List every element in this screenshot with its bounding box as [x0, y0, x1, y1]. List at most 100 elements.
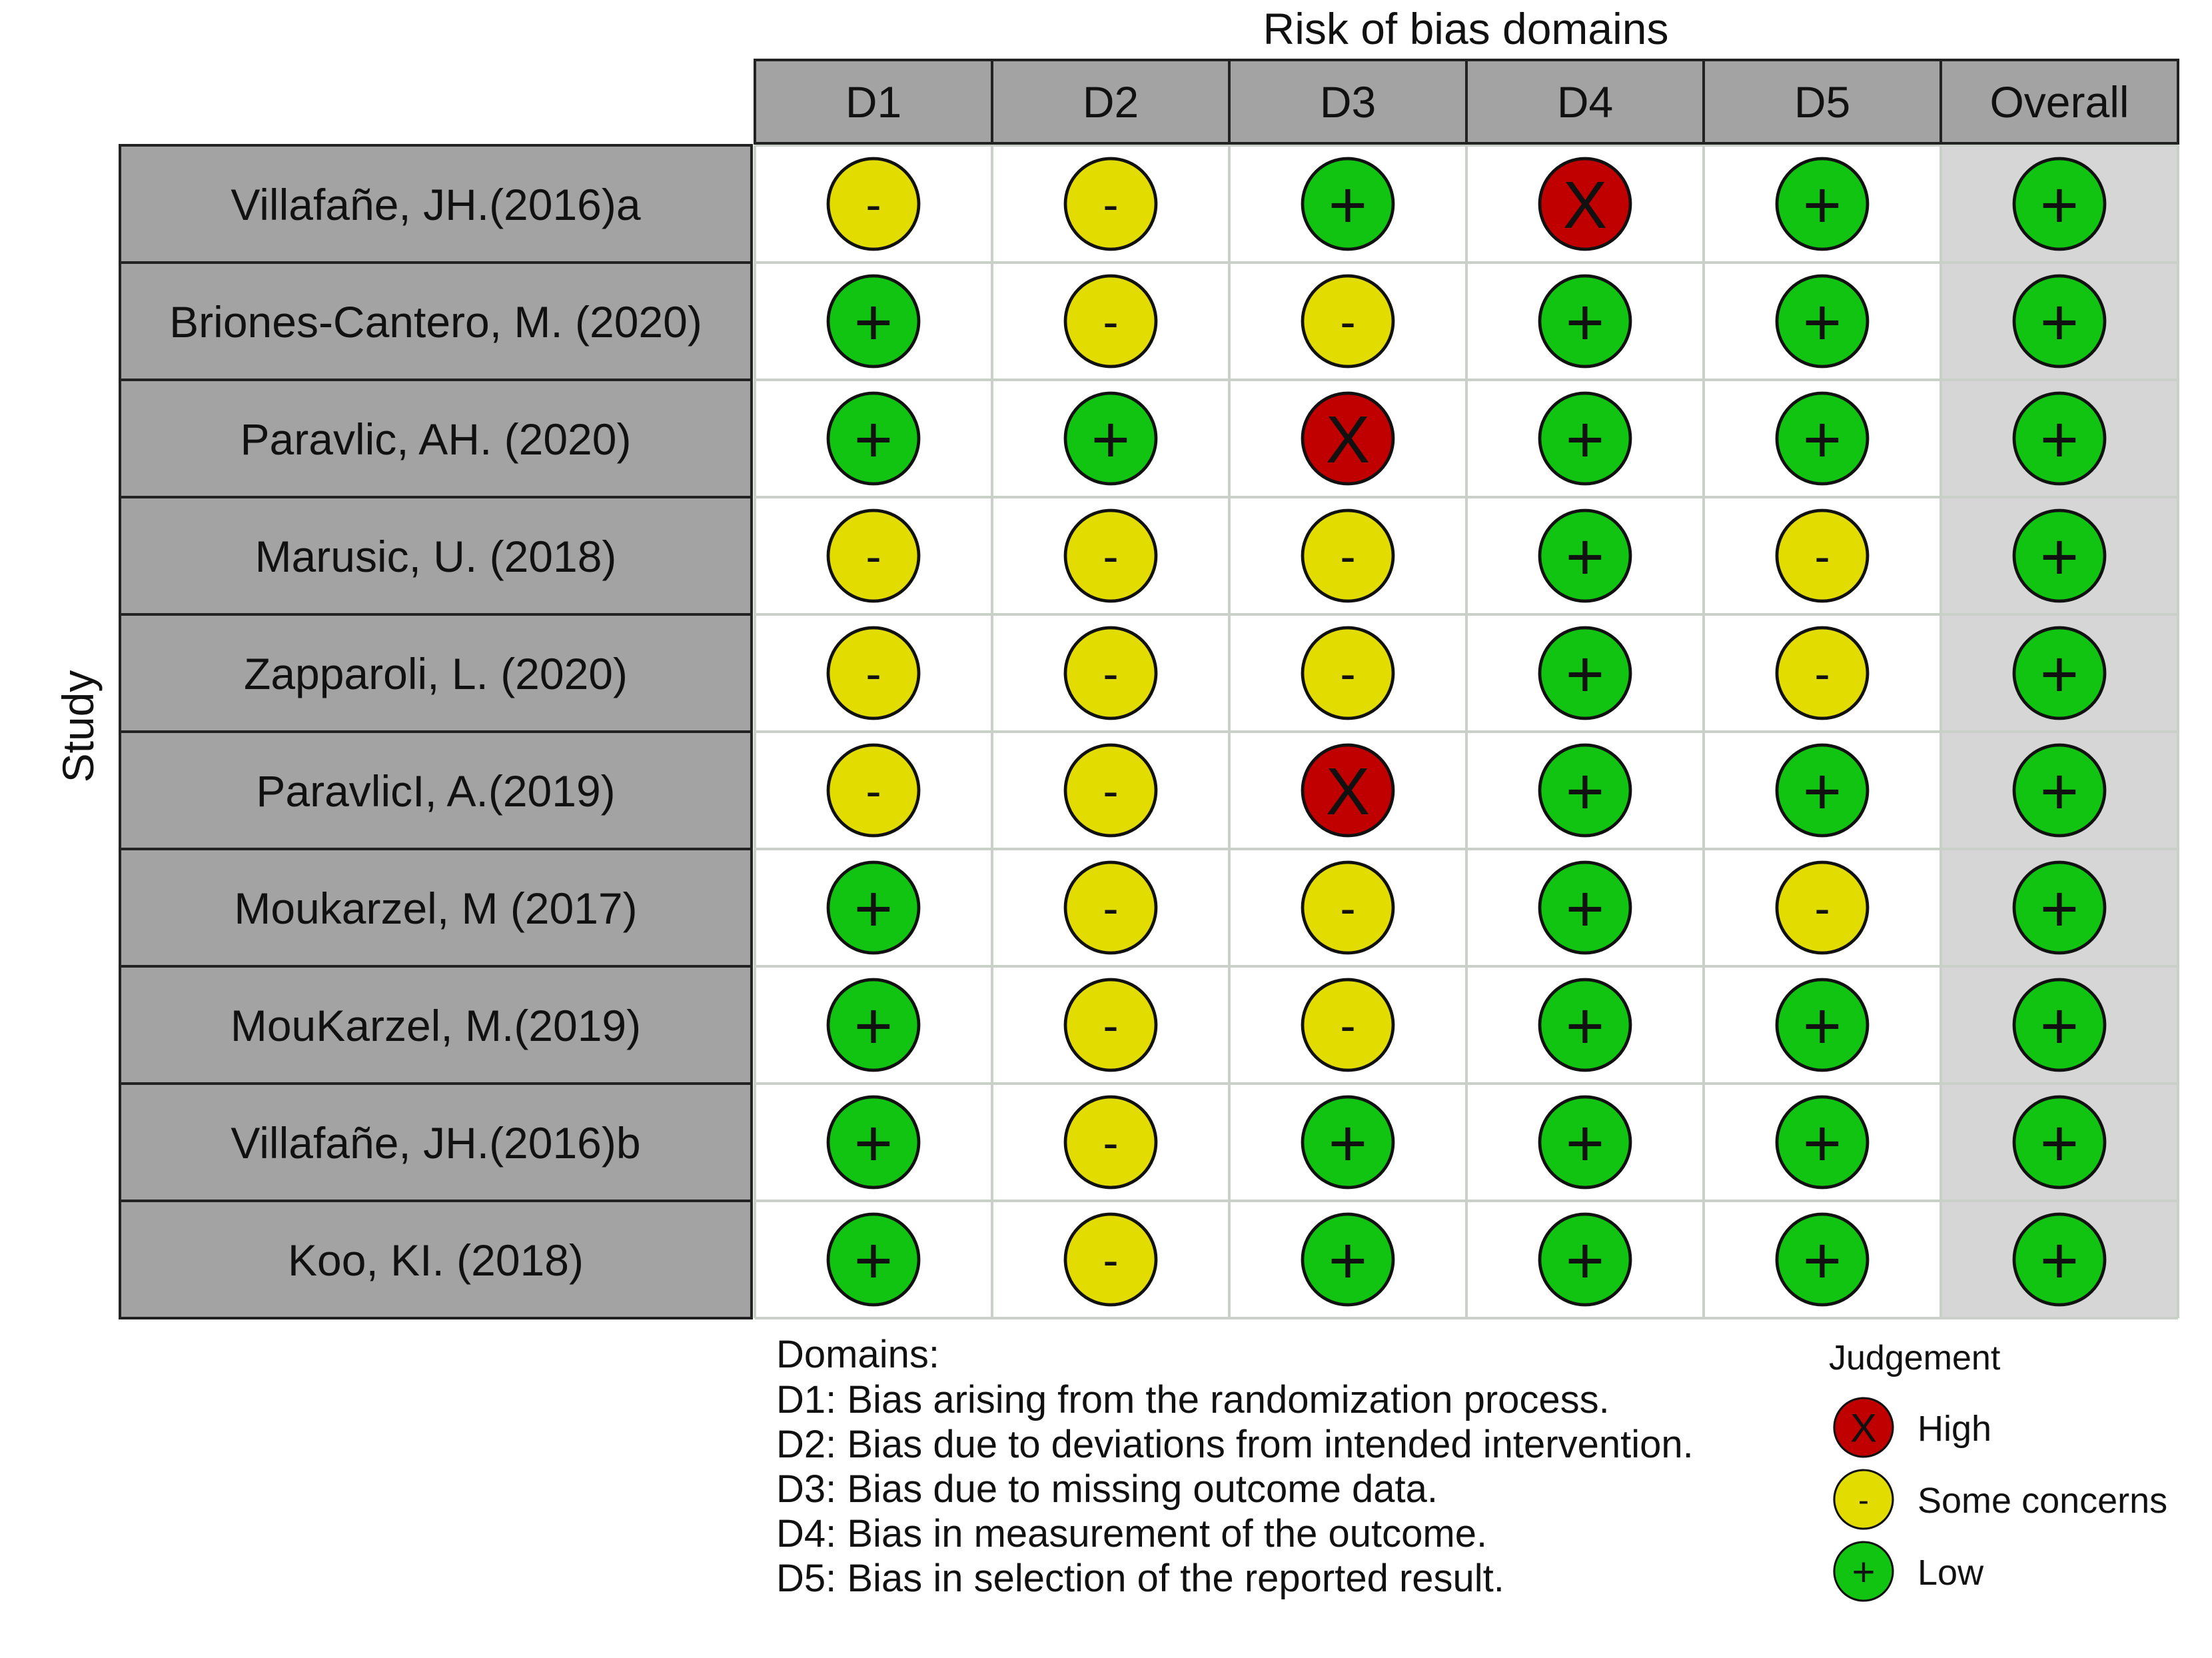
- judgement-circle: [1063, 743, 1158, 838]
- judgement-mark: +: [1775, 978, 1870, 1072]
- domain-description: D2: Bias due to deviations from intended…: [776, 1423, 1694, 1466]
- judgement-symbol: -: [865, 648, 881, 700]
- judgement-mark: +: [826, 1095, 921, 1190]
- judgement-circle: [826, 1212, 921, 1307]
- judgement-symbol: +: [1803, 989, 1842, 1064]
- judgement-symbol: +: [2040, 637, 2079, 712]
- judgement-symbol: +: [1329, 1106, 1367, 1181]
- judgement-mark: +: [2012, 1095, 2107, 1190]
- judgement-symbol: -: [1103, 1000, 1118, 1052]
- study-row: [119, 613, 753, 733]
- judgement-symbol: +: [854, 989, 893, 1064]
- judgement-mark: -: [1063, 978, 1158, 1072]
- judgement-mark: +: [1538, 508, 1632, 603]
- judgement-symbol: -: [1340, 882, 1355, 934]
- judgement-mark: -: [826, 743, 921, 838]
- judgement-mark: -: [1301, 626, 1395, 720]
- column-headers: D1 D2 D3 D4 D5 Overall: [754, 59, 2179, 145]
- judgement-circle: [1538, 978, 1632, 1072]
- judgement-mark: -: [826, 508, 921, 603]
- judgement-symbol: +: [1329, 168, 1367, 243]
- judgement-circle: [2012, 508, 2107, 603]
- domain-description: D3: Bias due to missing outcome data.: [776, 1467, 1438, 1511]
- judgement-symbol: +: [854, 285, 893, 360]
- column-header-label: D1: [845, 77, 901, 127]
- judgement-symbol: -: [1814, 882, 1830, 934]
- column-header-d5: [1702, 59, 1942, 145]
- judgement-symbol: -: [1103, 765, 1118, 817]
- column-header-overall: [1939, 59, 2179, 145]
- judgement-mark: -: [1063, 743, 1158, 838]
- legend-mark: +: [1833, 1541, 1894, 1602]
- judgement-circle: [2012, 157, 2107, 251]
- judgement-mark: +: [2012, 391, 2107, 486]
- judgement-circle: [826, 978, 921, 1072]
- judgement-mark: +: [1301, 1095, 1395, 1190]
- judgement-circle: [826, 508, 921, 603]
- judgement-marks: - - + X + + + - - + + + + + X + + + - - - + - + - - - + - + - - X + + + + - - +…: [826, 157, 2107, 1307]
- judgement-circle: [1301, 743, 1395, 838]
- column-header-d3: [1228, 59, 1468, 145]
- judgement-circle: [1063, 978, 1158, 1072]
- judgement-symbol: +: [1329, 1224, 1367, 1298]
- judgement-mark: +: [1538, 978, 1632, 1072]
- judgement-mark: +: [1775, 1212, 1870, 1307]
- judgement-symbol: -: [865, 179, 881, 231]
- study-label: Paravlic, AH. (2020): [241, 414, 632, 464]
- domains-title: Domains:: [776, 1333, 939, 1376]
- judgement-symbol: -: [1103, 179, 1118, 231]
- judgement-mark: -: [1063, 1212, 1158, 1307]
- study-row: [119, 730, 753, 850]
- column-header-label: D3: [1320, 77, 1376, 127]
- judgement-circle: [1301, 1212, 1395, 1307]
- judgement-symbol: +: [1566, 754, 1604, 829]
- judgement-symbol: -: [865, 765, 881, 817]
- judgement-mark: -: [826, 626, 921, 720]
- judgement-circle: [826, 157, 921, 251]
- judgement-mark: +: [826, 860, 921, 955]
- legend: Judgement X High - Some concerns + Low: [1829, 1339, 2167, 1602]
- judgement-mark: +: [1775, 743, 1870, 838]
- judgement-circle: [1775, 391, 1870, 486]
- judgement-mark: -: [1775, 626, 1870, 720]
- judgement-mark: X: [1538, 157, 1632, 251]
- judgement-mark: -: [1063, 157, 1158, 251]
- judgement-circle: [2012, 978, 2107, 1072]
- judgement-circle: [1775, 860, 1870, 955]
- judgement-circle: [1538, 1095, 1632, 1190]
- judgement-mark: +: [2012, 274, 2107, 369]
- judgement-mark: -: [1063, 274, 1158, 369]
- judgement-symbol: -: [865, 530, 881, 582]
- judgement-mark: +: [1538, 626, 1632, 720]
- judgement-symbol: +: [854, 872, 893, 946]
- judgement-circle: [1301, 274, 1395, 369]
- judgement-symbol: +: [1803, 754, 1842, 829]
- judgement-circle: [1301, 860, 1395, 955]
- judgement-symbol: -: [1103, 1234, 1118, 1286]
- judgement-circle: [2012, 274, 2107, 369]
- study-label: Koo, KI. (2018): [288, 1236, 584, 1285]
- judgement-symbol: +: [2040, 520, 2079, 594]
- judgement-circle: [1538, 860, 1632, 955]
- judgement-symbol: -: [1103, 296, 1118, 348]
- domain-description: D5: Bias in selection of the reported re…: [776, 1557, 1504, 1600]
- study-label: Marusic, U. (2018): [255, 532, 617, 581]
- judgement-symbol: -: [1814, 530, 1830, 582]
- judgement-circle: [826, 274, 921, 369]
- chart-title: Risk of bias domains: [1263, 4, 1669, 53]
- judgement-symbol: +: [1803, 1106, 1842, 1181]
- judgement-circle: [826, 626, 921, 720]
- judgement-circle: [1833, 1469, 1894, 1530]
- judgement-mark: +: [826, 391, 921, 486]
- judgement-circle: [1775, 508, 1870, 603]
- y-axis-label: Study: [53, 670, 103, 783]
- judgement-symbol: +: [854, 403, 893, 477]
- legend-label: Some concerns: [1918, 1481, 2167, 1521]
- judgement-mark: -: [1063, 508, 1158, 603]
- judgement-symbol: X: [1563, 168, 1608, 243]
- study-label: Villafañe, JH.(2016)b: [231, 1118, 640, 1168]
- legend-label: Low: [1918, 1553, 1984, 1593]
- judgement-mark: +: [1775, 274, 1870, 369]
- judgement-circle: [1063, 626, 1158, 720]
